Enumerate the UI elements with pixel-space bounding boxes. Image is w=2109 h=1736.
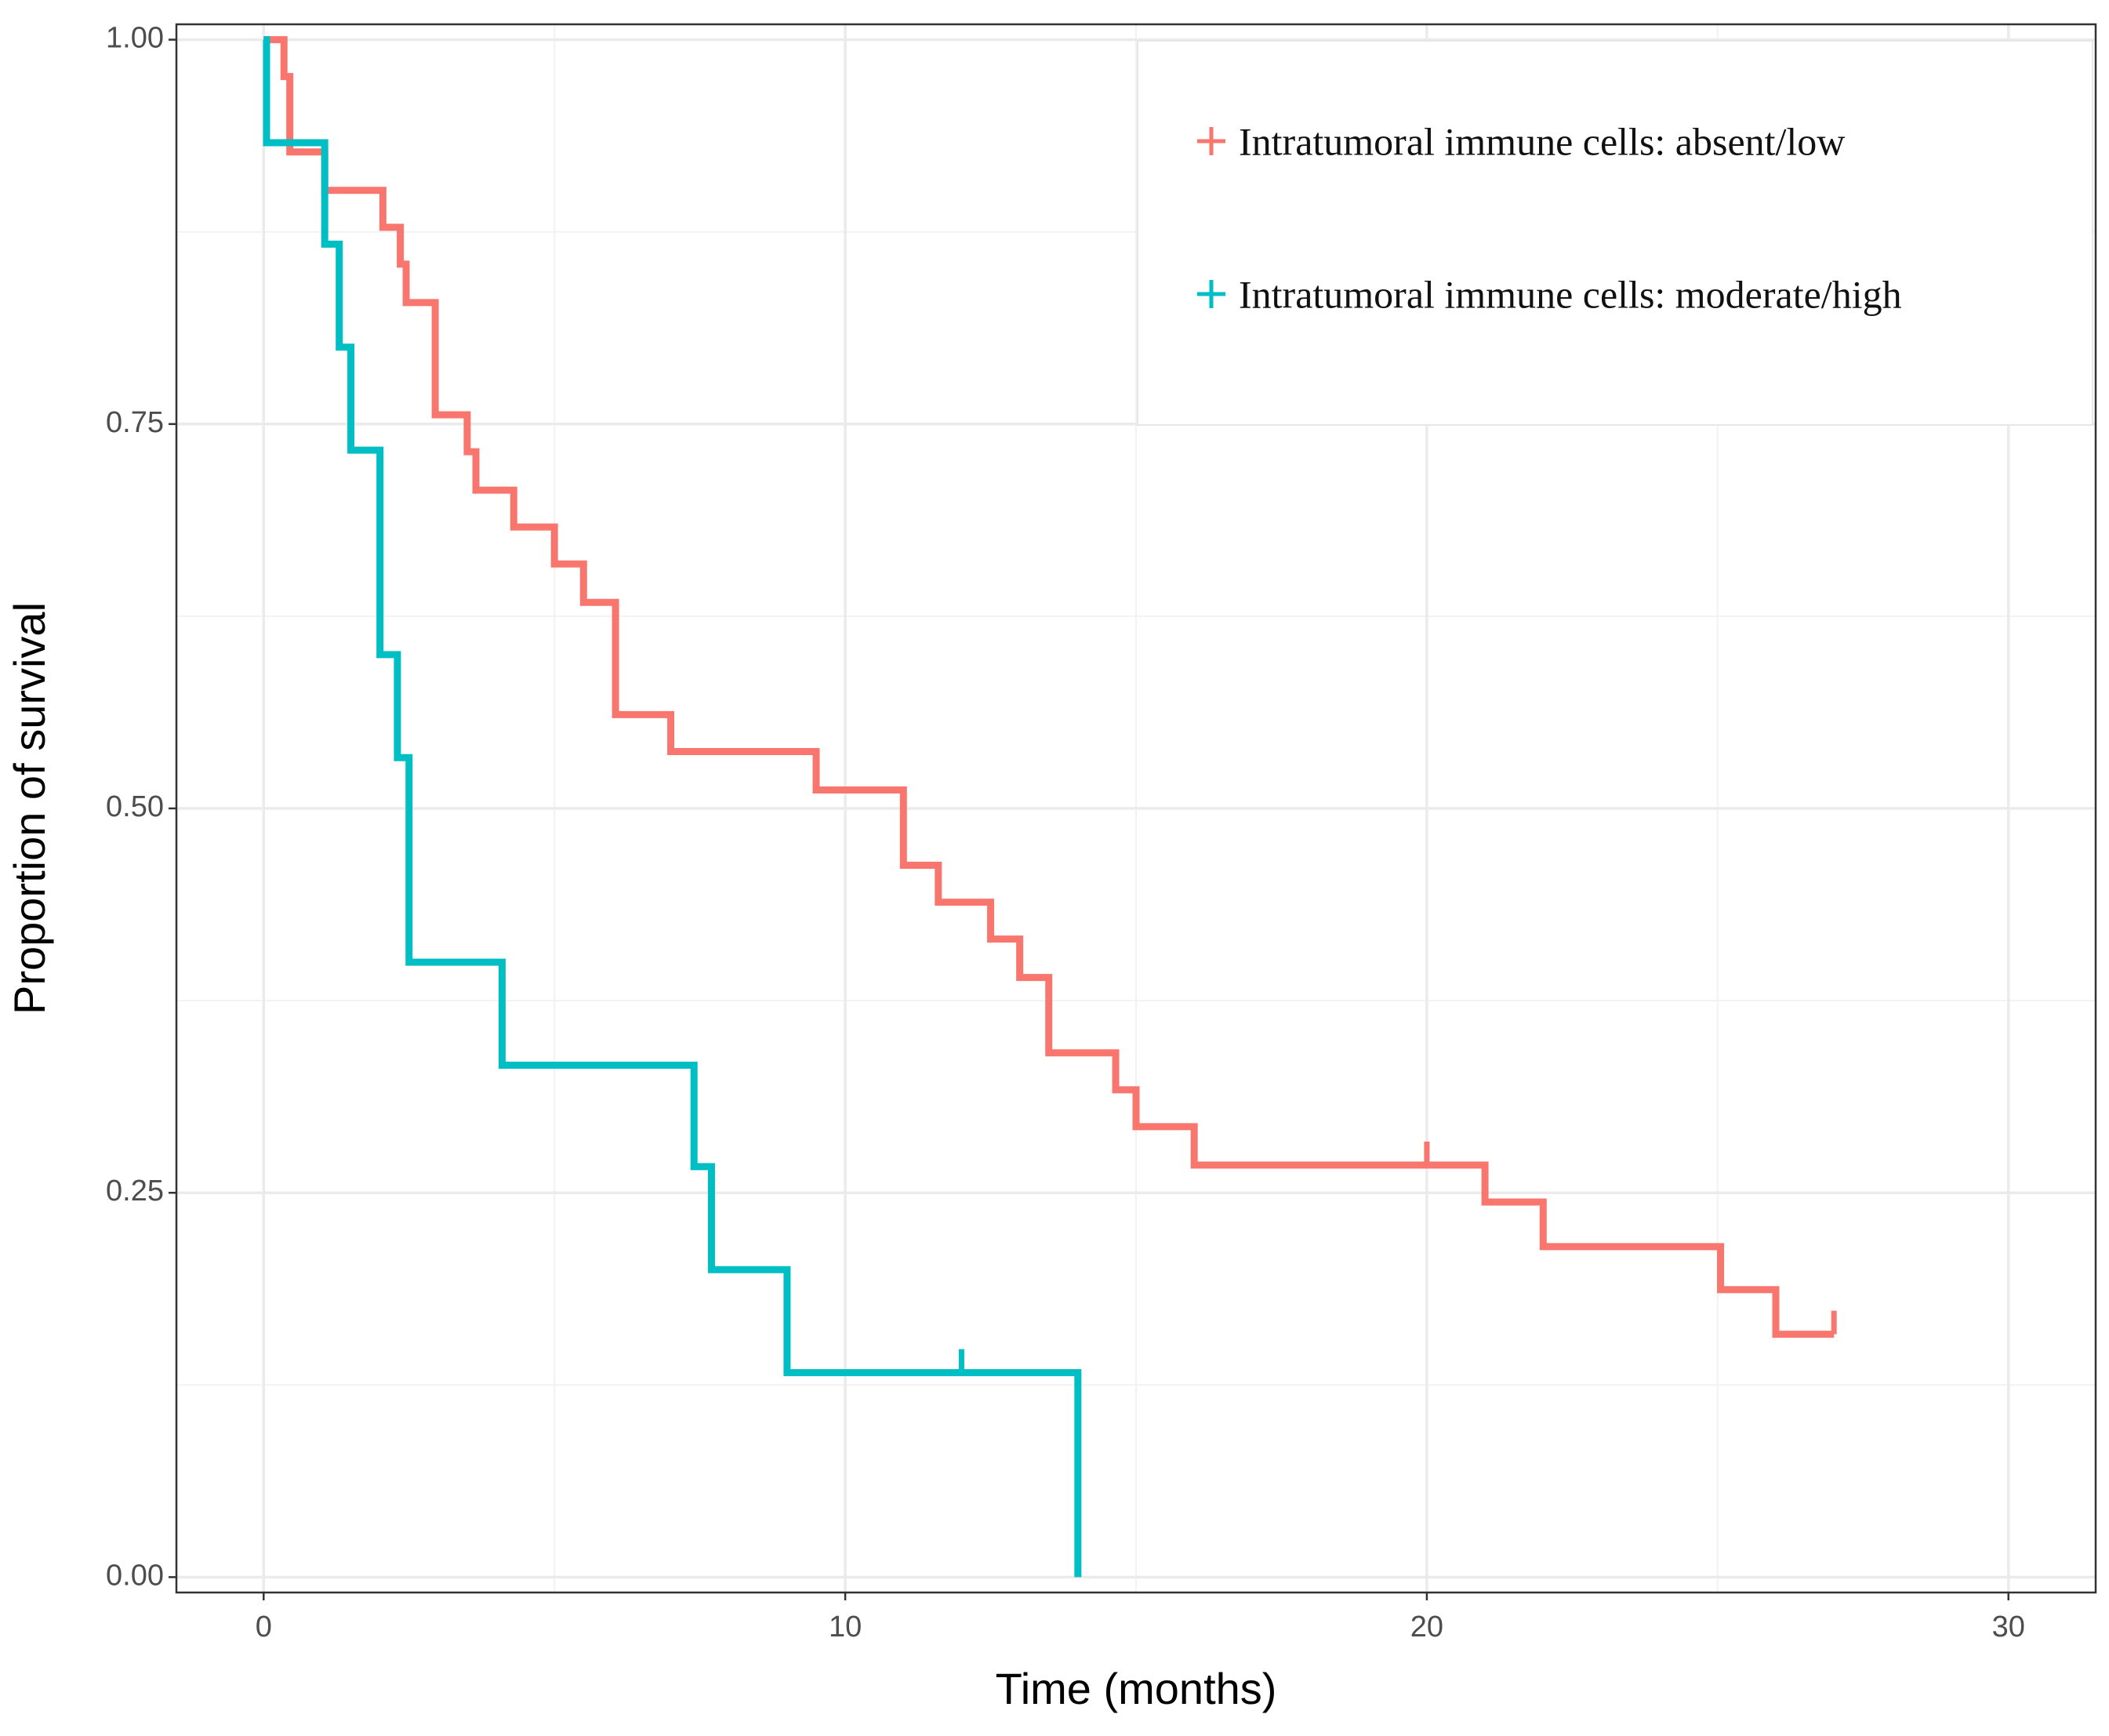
- x-tick-label: 10: [829, 1611, 862, 1643]
- survival-curve: [263, 36, 1835, 1338]
- x-tick-label: 20: [1410, 1611, 1443, 1643]
- x-tick-label: 30: [1992, 1611, 2025, 1643]
- y-tick-label: 0.25: [106, 1175, 164, 1208]
- y-axis-title: Proportion of survival: [5, 602, 54, 1015]
- legend-label: Intratumoral immune cells: absent/low: [1239, 119, 1845, 163]
- panel-border: [175, 23, 2097, 1594]
- survival-curve: [263, 36, 1082, 1578]
- legend-box: [1137, 40, 2093, 426]
- y-tick-label: 0.00: [106, 1559, 164, 1592]
- legend-label: Intratumoral immune cells: moderate/high: [1239, 272, 1902, 316]
- y-tick-label: 0.50: [106, 790, 164, 823]
- x-axis-title: Time (months): [996, 1664, 1277, 1713]
- y-tick-label: 0.75: [106, 406, 164, 439]
- x-tick-label: 0: [256, 1611, 272, 1643]
- y-tick-label: 1.00: [106, 22, 164, 55]
